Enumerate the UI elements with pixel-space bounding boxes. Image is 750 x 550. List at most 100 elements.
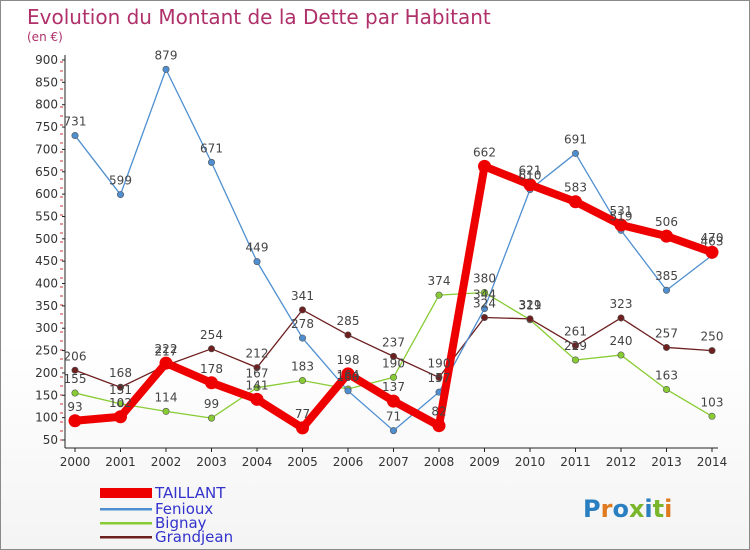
legend-swatch [100, 522, 152, 525]
data-point [708, 412, 716, 420]
data-label: 344 [473, 288, 496, 302]
data-label: 691 [564, 132, 587, 146]
y-tick-label: 600 [35, 187, 58, 201]
data-label: 519 [610, 209, 633, 223]
watermark-letter: i [644, 495, 652, 523]
y-tick-label: 250 [35, 344, 58, 358]
data-label: 164 [337, 368, 360, 382]
data-label: 321 [519, 298, 542, 312]
x-tick-label: 2009 [469, 455, 500, 469]
data-label: 93 [67, 400, 82, 414]
data-label: 71 [386, 410, 401, 424]
axes: 50 100 150 200 250 300 350 400 450 500 550 600 650 70… [35, 53, 727, 469]
data-point [478, 159, 491, 173]
data-label: 583 [564, 181, 587, 195]
series-lines [68, 65, 719, 435]
data-point [344, 331, 352, 339]
data-point [662, 343, 670, 351]
data-point [68, 414, 82, 428]
data-point [480, 305, 488, 313]
data-label: 206 [64, 349, 87, 363]
data-label: 141 [246, 378, 269, 392]
data-point [205, 376, 218, 390]
data-point [253, 364, 261, 372]
y-tick-label: 100 [35, 411, 58, 425]
data-label: 131 [109, 383, 132, 397]
chart-unit: (en €) [27, 30, 63, 44]
data-point [387, 394, 400, 408]
data-point [208, 345, 216, 353]
data-label: 160 [337, 370, 360, 384]
data-label: 178 [200, 362, 223, 376]
data-label: 449 [246, 241, 269, 255]
y-tick-label: 500 [35, 232, 58, 246]
data-label: 254 [200, 328, 223, 342]
data-point [162, 407, 170, 415]
data-point [660, 229, 673, 243]
y-tick-label: 700 [35, 142, 58, 156]
data-point [159, 356, 173, 370]
data-label: 380 [473, 271, 496, 285]
data-label: 879 [155, 48, 178, 62]
data-point [435, 373, 443, 381]
data-label: 621 [519, 164, 542, 178]
data-point [571, 356, 579, 364]
data-point [480, 314, 488, 322]
data-label: 157 [428, 371, 451, 385]
x-tick-label: 2003 [196, 455, 227, 469]
legend-swatch [100, 508, 152, 511]
y-tick-label: 300 [35, 321, 58, 335]
data-point [662, 385, 670, 393]
data-point [296, 421, 309, 435]
watermark-logo: Proxiti [583, 495, 672, 523]
data-point [117, 383, 125, 391]
legend-swatch [100, 536, 152, 539]
x-tick-label: 2006 [333, 455, 364, 469]
data-point [389, 427, 397, 435]
data-point [117, 191, 125, 199]
data-label: 167 [246, 367, 269, 381]
data-label: 137 [382, 380, 405, 394]
data-label: 183 [291, 360, 314, 374]
data-point [617, 314, 625, 322]
x-tick-label: 2001 [105, 455, 136, 469]
data-point [253, 384, 261, 392]
y-tick-label: 800 [35, 98, 58, 112]
watermark-letter: P [583, 495, 601, 523]
data-label: 198 [337, 353, 360, 367]
data-label: 323 [610, 297, 633, 311]
y-tick-label: 200 [35, 366, 58, 380]
data-point [569, 195, 582, 209]
x-tick-label: 2007 [378, 455, 409, 469]
data-point [344, 387, 352, 395]
y-tick-label: 650 [35, 165, 58, 179]
data-label: 731 [64, 115, 87, 129]
legend-label: TAILLANT [154, 484, 226, 502]
x-tick-label: 2012 [606, 455, 637, 469]
data-point [571, 149, 579, 157]
data-label: 257 [655, 326, 678, 340]
legend-label: Bignay [155, 514, 207, 532]
watermark-letter: o [612, 495, 629, 523]
x-tick-label: 2005 [287, 455, 318, 469]
data-point [705, 245, 719, 259]
data-label: 610 [519, 169, 542, 183]
data-label: 114 [155, 390, 178, 404]
data-label: 99 [204, 397, 219, 411]
watermark-letter: t [653, 495, 664, 523]
data-point [480, 288, 488, 296]
data-label: 212 [246, 347, 269, 361]
data-label: 217 [155, 344, 178, 358]
data-point [208, 414, 216, 422]
data-labels: 155 131 114 99 167 183 164 190 374 380 319 229 240 16… [64, 48, 724, 423]
x-tick-label: 2013 [651, 455, 682, 469]
data-label: 385 [655, 269, 678, 283]
data-label: 82 [431, 405, 446, 419]
data-point [71, 132, 79, 140]
data-label: 285 [337, 314, 360, 328]
data-point [708, 347, 716, 355]
data-label: 168 [109, 366, 132, 380]
x-tick-label: 2011 [560, 455, 591, 469]
